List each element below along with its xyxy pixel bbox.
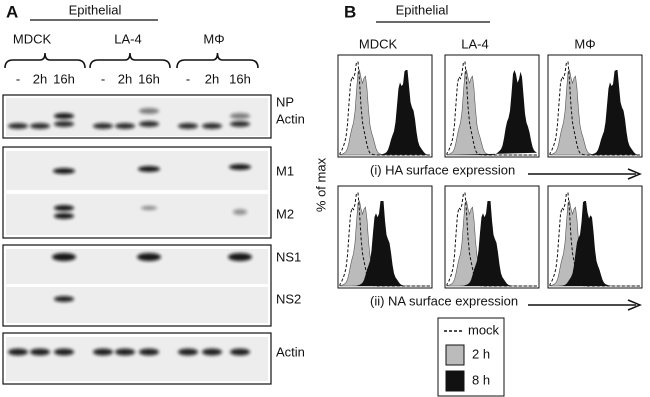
lane-label: 16h [138, 71, 160, 86]
band [233, 209, 247, 215]
y-axis-label: % of max [313, 157, 328, 212]
band [30, 123, 50, 129]
lane-label: - [186, 71, 190, 86]
band [229, 164, 251, 170]
bracket [4, 52, 86, 69]
legend-label: 8 h [472, 372, 490, 387]
band [202, 348, 222, 356]
band [8, 123, 28, 129]
band [137, 253, 161, 261]
band [178, 348, 198, 356]
lane-label: 16h [53, 71, 75, 86]
arrow-head [627, 299, 642, 311]
bracket [176, 52, 259, 69]
cell-line-label: MDCK [13, 31, 52, 46]
histogram [339, 61, 430, 156]
cell-line-label: LA-4 [114, 31, 141, 46]
blot-label: M2 [276, 206, 294, 221]
band [53, 168, 75, 174]
histogram [446, 69, 537, 156]
band [228, 253, 252, 261]
blot-membrane [6, 287, 268, 323]
band [54, 205, 74, 211]
band [93, 123, 113, 129]
band [54, 213, 74, 219]
band [230, 121, 250, 127]
lane-label: 2h [205, 71, 219, 86]
band [52, 253, 76, 261]
panel-label: B [344, 2, 356, 21]
blot-membrane [6, 337, 268, 381]
cell-line-label: MΦ [574, 36, 595, 51]
band [139, 108, 159, 114]
group-label: Epithelial [69, 2, 122, 17]
band [30, 348, 50, 356]
legend-swatch [445, 344, 465, 366]
histogram [549, 61, 640, 156]
blot-label: Actin [276, 111, 305, 126]
band [115, 348, 135, 356]
band [139, 348, 159, 356]
blot-label: NS1 [276, 249, 301, 264]
band [202, 123, 222, 129]
blot-label: Actin [276, 344, 305, 359]
band [230, 113, 250, 119]
cell-line-label: MDCK [359, 36, 398, 51]
legend-box [437, 317, 505, 397]
row-label: (ii) NA surface expression [370, 293, 518, 308]
legend-label: 2 h [472, 346, 490, 361]
row-label: (i) HA surface expression [370, 162, 515, 177]
bracket [89, 52, 171, 69]
band [178, 123, 198, 129]
band [138, 166, 160, 172]
histogram [339, 192, 430, 287]
lane-label: 16h [229, 71, 251, 86]
cell-line-label: LA-4 [461, 36, 488, 51]
lane-label: 2h [118, 71, 132, 86]
histogram [340, 70, 430, 155]
blot-membrane [6, 194, 268, 235]
cell-line-label: MΦ [203, 31, 224, 46]
blot-label: M1 [276, 163, 294, 178]
group-label: Epithelial [396, 2, 449, 17]
arrow-head [627, 168, 642, 180]
blot-membrane [6, 151, 268, 190]
band [139, 121, 159, 127]
blot-label: NP [276, 94, 294, 109]
band [115, 123, 135, 129]
band [54, 348, 74, 356]
histogram [447, 70, 537, 155]
histogram [340, 201, 430, 286]
legend-swatch [445, 370, 465, 392]
lane-label: 2h [33, 71, 47, 86]
histogram [549, 192, 640, 287]
histogram [550, 70, 640, 155]
band [54, 296, 74, 302]
histogram [447, 201, 537, 286]
lane-label: - [16, 71, 20, 86]
panel-label: A [6, 2, 18, 21]
blot-membrane [6, 249, 268, 284]
band [54, 113, 74, 119]
histogram [446, 61, 537, 156]
histogram [550, 201, 640, 286]
blot-membrane [6, 98, 268, 136]
legend-label: mock [468, 322, 500, 337]
band [93, 348, 113, 356]
band [54, 121, 74, 127]
band [230, 348, 250, 356]
histogram [446, 192, 537, 287]
lane-label: - [101, 71, 105, 86]
blot-label: NS2 [276, 291, 301, 306]
band [8, 348, 28, 356]
band [141, 206, 157, 210]
